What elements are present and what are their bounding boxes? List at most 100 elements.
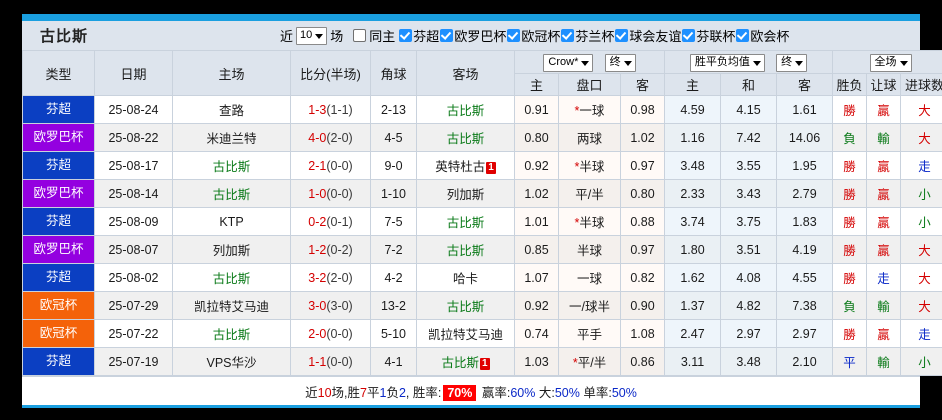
col-header-avg-draw[interactable]: 和 — [720, 73, 778, 96]
league-filter-2[interactable]: 欧冠杯 — [507, 26, 560, 45]
col-header-away[interactable]: 客场 — [416, 50, 515, 96]
result-scope-select[interactable]: 全场 — [869, 53, 912, 72]
table-row[interactable]: 芬超 25-08-24 查路 1-3(1-1) 2-13 古比斯 0.91 *一球 0.98 4.… — [22, 95, 942, 124]
cell-score: 0-2(0-1) — [290, 207, 371, 236]
final-score: 3-0(3-0) — [308, 298, 353, 313]
col-header-avg-away[interactable]: 客 — [776, 73, 834, 96]
average-type-select[interactable]: 胜平负均值 — [689, 53, 765, 72]
home-team-name[interactable]: 列加斯 — [212, 244, 251, 258]
checkbox-checked-icon[interactable] — [736, 29, 750, 42]
odds-stage-select[interactable]: 终 — [604, 53, 636, 72]
away-team-name[interactable]: 古比斯 — [446, 104, 485, 118]
league-tag[interactable]: 芬超 — [23, 152, 94, 179]
league-filter-label: 欧罗巴杯 — [454, 29, 507, 44]
summary-sep4: , 胜率: — [405, 385, 442, 400]
col-header-type[interactable]: 类型 — [22, 50, 95, 96]
table-row[interactable]: 欧罗巴杯 25-08-22 米迪兰特 4-0(2-0) 4-5 古比斯 0.80 两球 1.02… — [22, 123, 942, 152]
col-header-winloss[interactable]: 胜负 — [832, 73, 868, 96]
summary-matches: 10 — [317, 385, 332, 400]
home-team-name[interactable]: 古比斯 — [212, 160, 251, 174]
league-tag[interactable]: 芬超 — [23, 208, 94, 235]
col-header-corner[interactable]: 角球 — [370, 50, 417, 96]
home-team-name[interactable]: 古比斯 — [212, 272, 251, 286]
table-row[interactable]: 芬超 25-08-09 KTP 0-2(0-1) 7-5 古比斯 1.01 *半球 0.88 3.… — [22, 207, 942, 236]
table-row[interactable]: 芬超 25-07-19 VPS华沙 1-1(0-0) 4-1 古比斯 1 1.03 *平/半 0.… — [22, 347, 942, 376]
col-header-home[interactable]: 主场 — [172, 50, 291, 96]
cell-avg-home: 4.59 — [664, 95, 722, 124]
cell-date: 25-08-17 — [94, 151, 173, 180]
cell-corner: 7-5 — [370, 207, 417, 236]
summary-sep3: 负 — [386, 385, 399, 400]
league-filter-1[interactable]: 欧罗巴杯 — [440, 26, 506, 45]
cell-handicap-result: 贏 — [866, 207, 902, 236]
cell-score: 1-2(0-2) — [290, 235, 371, 264]
match-count-select[interactable]: 10 — [296, 26, 328, 45]
table-row[interactable]: 芬超 25-08-17 古比斯 2-1(0-0) 9-0 英特杜古 1 0.92 *半球 0.97… — [22, 151, 942, 180]
summary-draws: 1 — [379, 385, 387, 400]
checkbox-checked-icon[interactable] — [440, 29, 454, 42]
away-team-name[interactable]: 古比斯 — [446, 132, 485, 146]
table-row[interactable]: 欧冠杯 25-07-22 古比斯 2-0(0-0) 5-10 凯拉特艾马迪 0.74 平手 1.… — [22, 319, 942, 348]
home-team-name[interactable]: 凯拉特艾马迪 — [193, 300, 269, 314]
away-team-name[interactable]: 古比斯 — [446, 300, 485, 314]
col-header-odds-away[interactable]: 客 — [619, 73, 666, 96]
table-row[interactable]: 芬超 25-08-02 古比斯 3-2(2-0) 4-2 哈卡 1.07 一球 0.82 1.62… — [22, 263, 942, 292]
away-team-name[interactable]: 古比斯 — [446, 244, 485, 258]
league-filter-5[interactable]: 芬联杯 — [682, 26, 735, 45]
col-header-handicap[interactable]: 盘口 — [558, 73, 621, 96]
home-team-name[interactable]: VPS华沙 — [206, 356, 257, 370]
league-filter-0[interactable]: 芬超 — [399, 26, 439, 45]
league-tag[interactable]: 芬超 — [23, 96, 94, 123]
col-header-odds-home[interactable]: 主 — [514, 73, 559, 96]
away-team-name[interactable]: 列加斯 — [446, 188, 485, 202]
home-team-name[interactable]: 古比斯 — [212, 188, 251, 202]
col-header-handicap-result[interactable]: 让球 — [866, 73, 902, 96]
away-team-name[interactable]: 古比斯 — [441, 356, 479, 370]
checkbox-checked-icon[interactable] — [615, 29, 629, 42]
league-tag[interactable]: 芬超 — [23, 348, 94, 375]
cell-home: 查路 — [172, 95, 291, 124]
league-tag[interactable]: 欧罗巴杯 — [23, 124, 94, 151]
col-header-avg-home[interactable]: 主 — [664, 73, 722, 96]
checkbox-checked-icon[interactable] — [682, 29, 696, 42]
league-tag[interactable]: 芬超 — [23, 264, 94, 291]
cell-avg-draw: 4.15 — [720, 95, 778, 124]
cell-type: 欧罗巴杯 — [22, 123, 95, 152]
away-team-name[interactable]: 古比斯 — [446, 216, 485, 230]
home-team-name[interactable]: 查路 — [218, 104, 244, 118]
same-home-checkbox[interactable] — [353, 29, 367, 42]
cell-corner: 1-10 — [370, 179, 417, 208]
table-row[interactable]: 欧冠杯 25-07-29 凯拉特艾马迪 3-0(3-0) 13-2 古比斯 0.92 一/球半… — [22, 291, 942, 320]
odds-company-select[interactable]: Crow* — [543, 53, 594, 72]
league-tag[interactable]: 欧冠杯 — [23, 292, 94, 319]
summary-sep1: 场,胜 — [331, 385, 361, 400]
col-header-goals[interactable]: 进球数 — [900, 73, 942, 96]
average-stage-select[interactable]: 终 — [776, 53, 808, 72]
home-team-name[interactable]: 米迪兰特 — [206, 132, 257, 146]
table-row[interactable]: 欧罗巴杯 25-08-14 古比斯 1-0(0-0) 1-10 列加斯 1.02 平/半 0.8… — [22, 179, 942, 208]
home-team-name[interactable]: KTP — [219, 214, 244, 229]
checkbox-checked-icon[interactable] — [399, 29, 413, 42]
cell-odds-home: 0.85 — [514, 235, 559, 264]
winloss-value: 負 — [843, 300, 856, 314]
col-header-score[interactable]: 比分(半场) — [290, 50, 371, 96]
league-filter-3[interactable]: 芬兰杯 — [561, 26, 614, 45]
league-filter-4[interactable]: 球会友谊 — [615, 26, 681, 45]
checkbox-checked-icon[interactable] — [561, 29, 575, 42]
checkbox-checked-icon[interactable] — [507, 29, 521, 42]
winloss-value: 勝 — [843, 244, 856, 258]
cell-handicap: *半球 — [558, 151, 621, 180]
cell-avg-home: 2.47 — [664, 319, 722, 348]
col-header-date[interactable]: 日期 — [94, 50, 173, 96]
table-row[interactable]: 欧罗巴杯 25-08-07 列加斯 1-2(0-2) 7-2 古比斯 0.85 半球 0.97 1… — [22, 235, 942, 264]
asterisk-icon: * — [574, 160, 580, 174]
league-filter-6[interactable]: 欧会杯 — [736, 26, 789, 45]
half-score: (3-0) — [326, 298, 353, 313]
home-team-name[interactable]: 古比斯 — [212, 328, 251, 342]
away-team-name[interactable]: 哈卡 — [452, 272, 478, 286]
league-tag[interactable]: 欧罗巴杯 — [23, 180, 94, 207]
league-tag[interactable]: 欧罗巴杯 — [23, 236, 94, 263]
away-team-name[interactable]: 凯拉特艾马迪 — [427, 328, 503, 342]
league-tag[interactable]: 欧冠杯 — [23, 320, 94, 347]
away-team-name[interactable]: 英特杜古 — [435, 160, 486, 174]
